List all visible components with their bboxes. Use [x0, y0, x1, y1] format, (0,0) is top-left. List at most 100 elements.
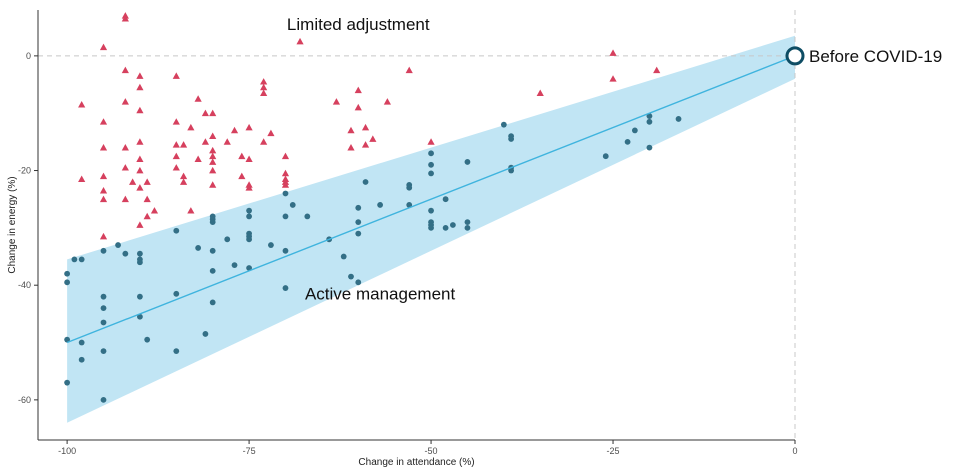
circle-point [246, 236, 252, 243]
circle-point [137, 313, 143, 320]
triangle-point [281, 181, 290, 188]
triangle-point [361, 123, 370, 131]
triangle-point [99, 118, 108, 125]
circle-point [631, 127, 638, 134]
circle-point [64, 270, 71, 277]
circle-point [624, 138, 631, 145]
triangle-point [347, 126, 355, 134]
triangle-point [99, 144, 108, 151]
circle-point [428, 170, 434, 177]
triangle-point [99, 172, 108, 180]
triangle-point [172, 141, 180, 148]
triangle-point [99, 43, 108, 51]
triangle-point [223, 138, 231, 145]
x-tick-label: -50 [425, 446, 438, 456]
circle-point [231, 262, 238, 269]
circle-point [202, 331, 209, 337]
circle-point [71, 256, 78, 263]
triangle-point [143, 195, 151, 203]
circle-point [78, 339, 85, 346]
circle-point [675, 116, 682, 122]
circle-point [246, 265, 252, 271]
circle-point [100, 396, 107, 403]
annotations-layer: Limited adjustment Active management Befor… [287, 15, 942, 303]
circle-point [173, 290, 180, 297]
triangle-point [99, 232, 108, 240]
triangle-point [230, 126, 239, 134]
fit-line-layer [66, 46, 805, 344]
circle-point [355, 219, 362, 226]
triangle-point [179, 178, 188, 185]
circle-point [100, 319, 107, 326]
circle-point [500, 121, 507, 128]
triangle-point [405, 66, 413, 74]
triangle-point [354, 86, 362, 94]
circle-point [464, 159, 471, 165]
circle-point [282, 190, 289, 197]
triangle-point [172, 164, 180, 171]
circle-point [115, 242, 121, 248]
circle-point [64, 279, 71, 286]
circle-point [646, 118, 653, 125]
triangle-point [296, 37, 304, 45]
circle-point [100, 348, 107, 355]
circle-point [78, 256, 85, 263]
circle-point [246, 207, 252, 214]
triangle-point [194, 95, 202, 102]
x-tick-label: -75 [243, 446, 256, 456]
y-tick-label: -20 [18, 166, 31, 176]
triangle-point [172, 118, 180, 125]
circle-point [442, 224, 449, 231]
triangle-point [245, 123, 253, 131]
annotation-label: Active management [305, 285, 456, 304]
triangle-point [260, 83, 268, 91]
circle-point [173, 348, 180, 355]
circle-point [137, 259, 143, 266]
triangle-point [209, 132, 217, 140]
y-tick-label: -40 [18, 280, 31, 290]
circle-point [224, 236, 231, 243]
triangle-point [172, 152, 180, 160]
triangle-point [209, 152, 217, 160]
circle-point [282, 285, 289, 291]
triangle-point [201, 109, 210, 117]
triangle-point [136, 138, 144, 145]
triangle-point [99, 187, 108, 194]
circle-point [282, 213, 289, 220]
triangle-point [136, 83, 144, 91]
circle-point [428, 224, 434, 231]
x-axis-title: Change in attendance (%) [358, 457, 474, 468]
data-points-layer [64, 12, 682, 403]
triangle-point [383, 98, 391, 105]
triangle-point [121, 144, 129, 151]
triangle-point [136, 166, 144, 174]
circle-point [508, 167, 515, 174]
before-covid-label: Before COVID-19 [809, 47, 942, 66]
circle-point [464, 219, 471, 226]
triangle-point [427, 138, 435, 145]
triangle-point [179, 172, 188, 180]
circle-point [449, 222, 456, 228]
triangle-point [187, 207, 195, 214]
triangle-point [194, 155, 202, 162]
x-tick-label: -100 [58, 446, 76, 456]
annotation-label: Limited adjustment [287, 15, 430, 34]
triangle-point [260, 89, 268, 97]
circle-point [209, 247, 216, 254]
triangle-point [238, 152, 246, 160]
triangle-point [121, 98, 129, 105]
triangle-point [260, 138, 268, 145]
circle-point [137, 293, 143, 300]
circle-point [377, 202, 384, 208]
circle-point [646, 113, 653, 119]
circle-point [355, 279, 362, 286]
triangle-point [121, 195, 129, 203]
circle-point [428, 207, 434, 214]
triangle-point [179, 141, 188, 148]
triangle-point [653, 66, 661, 74]
triangle-point [245, 184, 253, 191]
triangle-point [187, 123, 195, 131]
circle-point [173, 227, 180, 234]
triangle-point [121, 164, 129, 171]
